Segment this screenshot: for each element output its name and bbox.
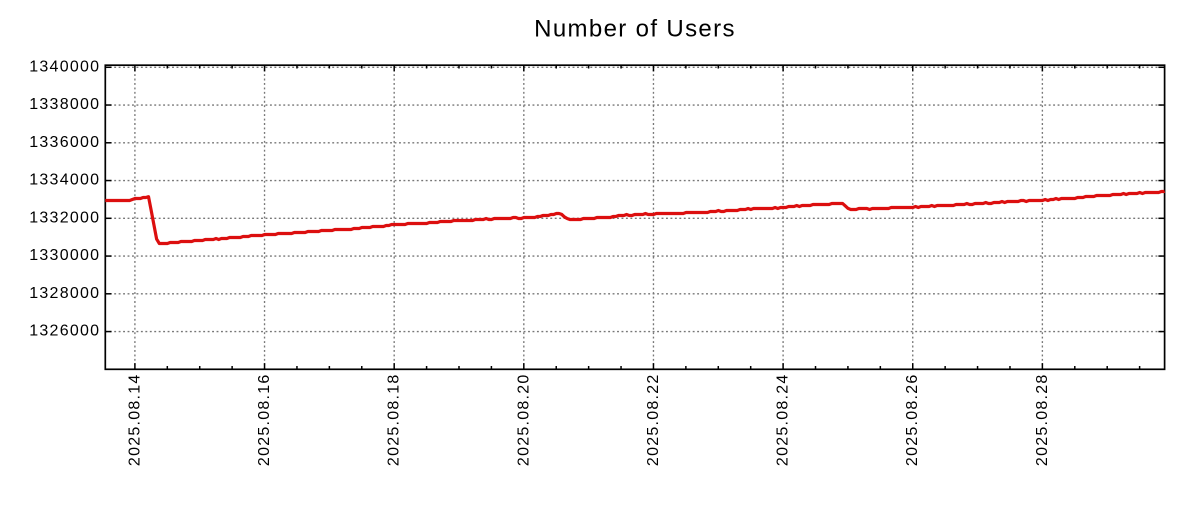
svg-text:2025.08.14: 2025.08.14 — [126, 374, 143, 467]
svg-text:1332000: 1332000 — [29, 209, 100, 226]
svg-text:1326000: 1326000 — [29, 323, 100, 340]
svg-text:1330000: 1330000 — [29, 247, 100, 264]
svg-text:2025.08.20: 2025.08.20 — [515, 374, 532, 467]
svg-text:1340000: 1340000 — [29, 58, 100, 75]
svg-text:2025.08.24: 2025.08.24 — [775, 374, 792, 467]
svg-text:2025.08.16: 2025.08.16 — [256, 374, 273, 467]
svg-text:1336000: 1336000 — [29, 134, 100, 151]
svg-text:1338000: 1338000 — [29, 96, 100, 113]
svg-text:2025.08.26: 2025.08.26 — [904, 374, 921, 467]
svg-text:Number of Users: Number of Users — [534, 16, 736, 43]
svg-text:2025.08.18: 2025.08.18 — [386, 374, 403, 467]
svg-text:1334000: 1334000 — [29, 172, 100, 189]
svg-text:1328000: 1328000 — [29, 285, 100, 302]
svg-text:2025.08.22: 2025.08.22 — [645, 374, 662, 467]
svg-text:2025.08.28: 2025.08.28 — [1034, 374, 1051, 467]
